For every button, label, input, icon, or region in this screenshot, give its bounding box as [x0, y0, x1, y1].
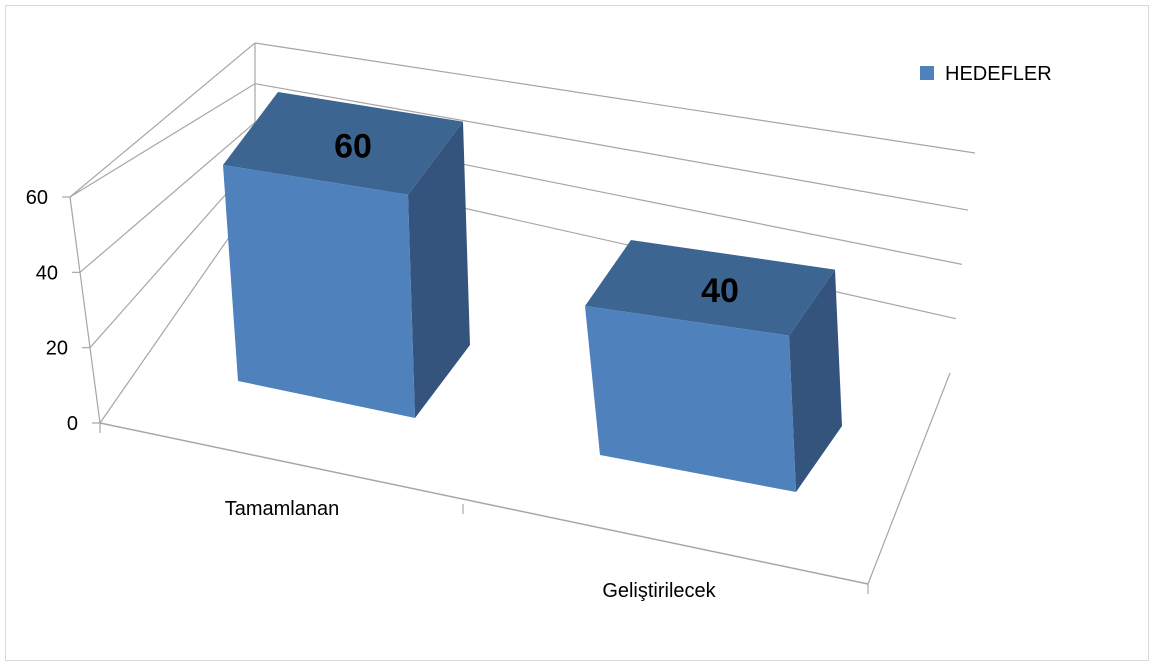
y-tick-label: 0: [67, 413, 78, 435]
gridline-left-wall: [69, 83, 256, 198]
x-axis-line: [99, 422, 869, 585]
legend-swatch: [920, 66, 934, 80]
data-label: 40: [701, 272, 739, 310]
bar-side-face: [408, 121, 470, 418]
bar-side-face: [789, 269, 842, 492]
x-category-label: Tamamlanan: [225, 498, 340, 520]
labels: 0 20 40 60 60 Tamamlanan 40 Geliştirilecek: [26, 127, 739, 602]
bar-front-face: [223, 165, 415, 418]
gridline-left-wall: [79, 122, 256, 273]
floor-right-edge: [867, 372, 951, 585]
x-category-label: Geliştirilecek: [602, 580, 716, 602]
chart-walls: [69, 42, 976, 585]
bar-front-face: [585, 306, 796, 492]
bar-top-face: [585, 240, 835, 336]
left-wall-top-edge: [69, 42, 256, 198]
data-label: 60: [334, 127, 372, 165]
gridline-back-wall: [254, 83, 969, 211]
legend: HEDEFLER: [920, 63, 1052, 85]
y-tick-label: 20: [46, 338, 68, 360]
y-tick-label: 60: [26, 187, 48, 209]
bar-top-face: [223, 92, 463, 195]
legend-label: HEDEFLER: [945, 63, 1052, 85]
bars: [223, 92, 842, 492]
axes: [62, 196, 869, 594]
chart-frame: [5, 5, 1149, 661]
y-tick-label: 40: [36, 262, 58, 284]
back-wall-top-edge: [254, 42, 976, 154]
y-axis-line: [69, 196, 101, 424]
